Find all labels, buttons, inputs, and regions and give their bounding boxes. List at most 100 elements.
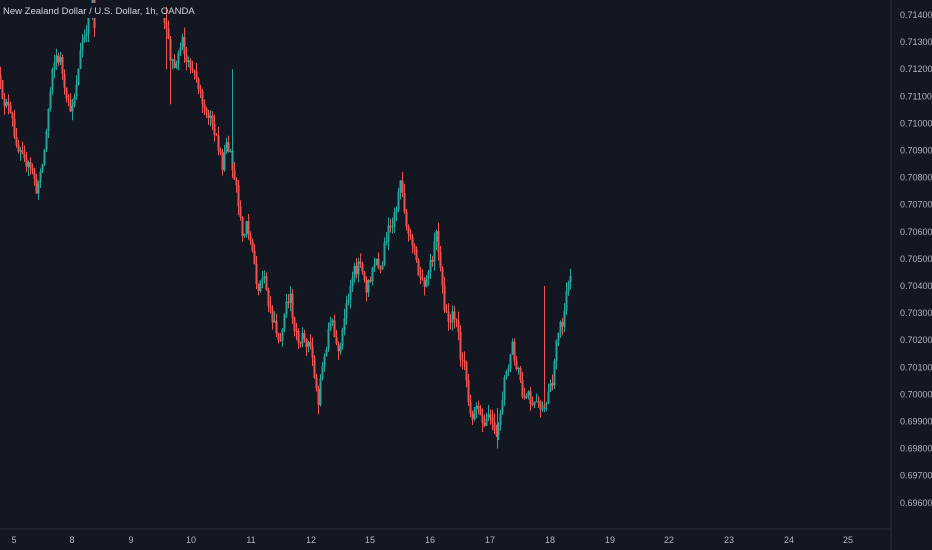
candle-body-down: [57, 55, 60, 63]
price-tick-label: 0.69700: [900, 471, 932, 481]
candle-body-down: [309, 342, 312, 347]
candle-body-down: [191, 68, 194, 71]
candle-body-up: [343, 318, 346, 331]
candle-body-up: [175, 63, 178, 68]
candle-body-down: [195, 71, 198, 79]
time-axis[interactable]: 5 8 9 10 11 12 15 16 17 18 19 22 23 24 25: [11, 535, 853, 545]
candle-body-down: [7, 101, 10, 105]
candle-body-down: [219, 150, 222, 153]
candle-body-up: [371, 267, 374, 282]
time-tick-label: 24: [784, 535, 794, 545]
candle-body-up: [349, 285, 352, 300]
price-tick-label: 0.70400: [900, 281, 932, 291]
candle-body-down: [303, 333, 306, 339]
candle-body-down: [287, 301, 290, 304]
candle-body-up: [381, 264, 384, 270]
candle-body-down: [333, 320, 336, 338]
price-tick-label: 0.70800: [900, 173, 932, 183]
candle-body-down: [217, 135, 220, 151]
price-tick-label: 0.70500: [900, 254, 932, 264]
price-tick-label: 0.71100: [900, 91, 932, 101]
time-tick-label: 15: [365, 535, 375, 545]
time-tick-label: 17: [485, 535, 495, 545]
candle-body-down: [257, 284, 260, 291]
candle-body-down: [227, 142, 230, 152]
time-tick-label: 5: [11, 535, 16, 545]
candle-body-down: [483, 422, 486, 426]
candle-body-up: [263, 276, 266, 279]
candle-body-down: [335, 337, 338, 344]
candle-body-down: [305, 338, 308, 347]
candle-body-down: [173, 59, 176, 68]
candle-body-down: [523, 396, 526, 398]
candle-body-up: [43, 149, 46, 165]
candle-body-up: [331, 320, 334, 323]
candle-body-up: [485, 418, 488, 426]
price-tick-label: 0.69900: [900, 417, 932, 427]
candle-body-down: [551, 383, 554, 386]
candle-body-down: [255, 263, 258, 285]
candle-body-up: [497, 424, 500, 436]
candle-body-down: [449, 321, 452, 323]
candle-body-up: [375, 258, 378, 265]
time-tick-label: 22: [664, 535, 674, 545]
candle-body-up: [75, 84, 78, 97]
candles-layer: [0, 0, 572, 449]
candle-body-up: [223, 152, 226, 171]
candle-body-down: [459, 331, 462, 360]
time-tick-label: 18: [545, 535, 555, 545]
candle-body-up: [47, 108, 50, 132]
time-tick-label: 11: [246, 535, 255, 545]
candle-body-up: [553, 360, 556, 386]
candle-body-down: [513, 341, 516, 361]
candle-body-up: [301, 333, 304, 344]
candle-body-up: [209, 115, 212, 118]
candle-body-up: [373, 264, 376, 268]
candle-body-down: [253, 250, 256, 264]
candle-body-up: [259, 280, 262, 291]
candle-body-up: [49, 91, 52, 109]
candle-body-down: [401, 180, 404, 193]
price-tick-label: 0.70200: [900, 335, 932, 345]
candle-body-down: [437, 231, 440, 253]
candle-body-up: [433, 241, 436, 262]
candle-body-down: [531, 404, 534, 406]
candle-body-down: [11, 113, 14, 119]
candle-body-down: [539, 401, 542, 410]
title-backdrop: [0, 3, 166, 18]
price-tick-label: 0.71400: [900, 10, 932, 20]
candle-body-up: [367, 280, 370, 293]
candle-body-down: [21, 150, 24, 154]
candle-body-down: [201, 91, 204, 105]
candle-body-up: [399, 180, 402, 193]
candle-body-down: [405, 211, 408, 227]
candle-body-up: [179, 47, 182, 53]
candle-body-up: [393, 212, 396, 227]
time-tick-label: 16: [425, 535, 435, 545]
candle-body-up: [487, 414, 490, 419]
candle-body-down: [477, 405, 480, 409]
candle-body-down: [529, 391, 532, 405]
candle-body-down: [491, 417, 494, 422]
candle-body-down: [249, 235, 252, 241]
candle-body-down: [215, 134, 218, 136]
candle-body-up: [427, 272, 430, 278]
candle-body-up: [327, 328, 330, 350]
candle-body-down: [17, 144, 20, 152]
candle-body-up: [55, 55, 58, 64]
candle-body-down: [299, 342, 302, 344]
candle-body-down: [25, 158, 28, 167]
candle-body-down: [235, 179, 238, 186]
candle-body-down: [515, 360, 518, 370]
price-tick-label: 0.71000: [900, 118, 932, 128]
candle-body-up: [385, 241, 388, 243]
candle-body-up: [229, 150, 232, 152]
candle-body-up: [545, 403, 548, 405]
candle-body-up: [319, 378, 322, 406]
candle-body-up: [391, 226, 394, 228]
price-axis[interactable]: 0.71400 0.71300 0.71200 0.71100 0.71000 0.709…: [900, 10, 932, 508]
candle-body-down: [455, 319, 458, 321]
